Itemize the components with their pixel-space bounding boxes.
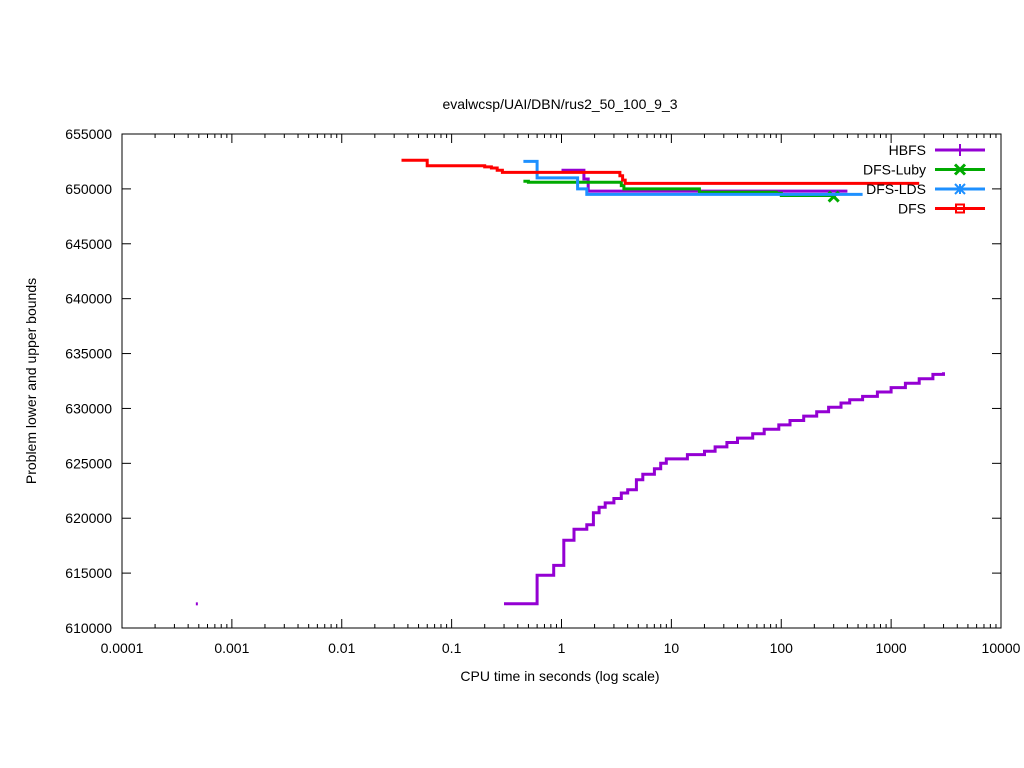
y-tick-label: 650000: [65, 181, 112, 197]
y-tick-label: 645000: [65, 236, 112, 252]
y-tick-label: 630000: [65, 400, 112, 416]
legend-label: DFS-Luby: [863, 162, 926, 178]
y-tick-label: 640000: [65, 291, 112, 307]
y-axis-label: Problem lower and upper bounds: [23, 278, 39, 484]
y-tick-label: 635000: [65, 346, 112, 362]
legend-entry: DFS: [898, 201, 985, 217]
x-tick-label: 0.001: [214, 640, 249, 656]
series-line: [504, 372, 945, 606]
series-hbfs: [195, 168, 945, 606]
x-tick-label: 1: [558, 640, 566, 656]
plot-area: [195, 158, 945, 606]
legend: HBFS DFS-Luby DFS-LDS DFS: [863, 142, 985, 217]
x-tick-label: 0.0001: [101, 640, 144, 656]
legend-entry: DFS-LDS: [866, 181, 985, 197]
y-tick-label: 610000: [65, 620, 112, 636]
x-tick-label: 10: [664, 640, 680, 656]
legend-entry: DFS-Luby: [863, 162, 985, 178]
series-line: [401, 158, 920, 185]
x-tick-label: 0.01: [328, 640, 355, 656]
series-dfs: [401, 158, 920, 185]
chart-title: evalwcsp/UAI/DBN/rus2_50_100_9_3: [442, 96, 677, 112]
legend-marker: [953, 163, 967, 176]
x-tick-label: 100: [770, 640, 794, 656]
x-tick-label: 0.1: [442, 640, 462, 656]
y-tick-label: 620000: [65, 510, 112, 526]
legend-label: DFS: [898, 201, 926, 217]
legend-marker: [954, 183, 966, 195]
y-tick-label: 655000: [65, 126, 112, 142]
legend-label: HBFS: [889, 142, 926, 158]
legend-label: DFS-LDS: [866, 181, 926, 197]
y-tick-label: 615000: [65, 565, 112, 581]
legend-entry: HBFS: [889, 142, 985, 158]
series-line: [523, 159, 863, 196]
y-tick-label: 625000: [65, 455, 112, 471]
isolated-point: [195, 602, 198, 606]
series-dfs-lds: [523, 159, 863, 196]
legend-marker: [955, 144, 965, 156]
x-axis-label: CPU time in seconds (log scale): [460, 668, 659, 684]
series-upper-line: [561, 168, 848, 193]
x-tick-label: 10000: [982, 640, 1021, 656]
x-tick-label: 1000: [876, 640, 907, 656]
axes: 0.0001 0.001 0.01 0.1 1 10 100 1000 10000 610000 6…: [65, 126, 1020, 656]
legend-marker: [955, 203, 965, 214]
